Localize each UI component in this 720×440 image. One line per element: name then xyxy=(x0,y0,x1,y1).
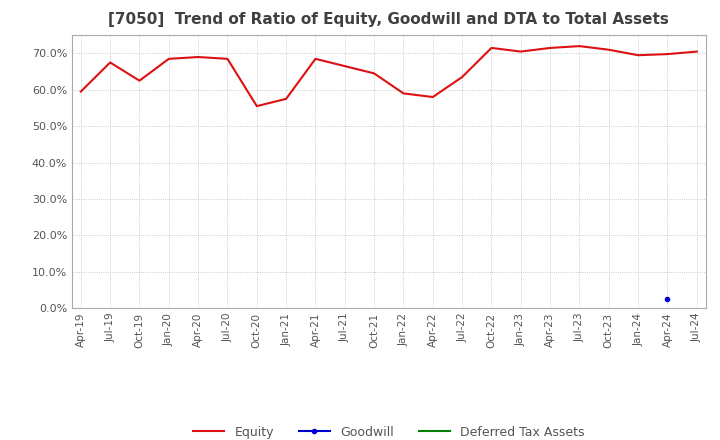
Equity xyxy=(663,51,672,57)
Equity xyxy=(164,56,173,62)
Equity xyxy=(253,103,261,109)
Title: [7050]  Trend of Ratio of Equity, Goodwill and DTA to Total Assets: [7050] Trend of Ratio of Equity, Goodwil… xyxy=(109,12,669,27)
Equity xyxy=(634,52,642,58)
Equity xyxy=(282,96,290,102)
Equity xyxy=(370,71,379,76)
Equity xyxy=(605,47,613,52)
Equity xyxy=(194,55,202,60)
Equity xyxy=(106,60,114,65)
Equity xyxy=(76,89,85,94)
Legend: Equity, Goodwill, Deferred Tax Assets: Equity, Goodwill, Deferred Tax Assets xyxy=(188,421,590,440)
Equity xyxy=(458,74,467,80)
Goodwill xyxy=(663,296,672,301)
Equity xyxy=(311,56,320,62)
Equity xyxy=(399,91,408,96)
Equity xyxy=(516,49,525,54)
Equity xyxy=(546,45,554,51)
Equity xyxy=(428,95,437,100)
Equity xyxy=(487,45,496,51)
Equity xyxy=(341,63,349,69)
Equity xyxy=(693,49,701,54)
Line: Equity: Equity xyxy=(81,46,697,106)
Equity xyxy=(575,44,584,49)
Line: Goodwill: Goodwill xyxy=(665,297,670,301)
Equity xyxy=(223,56,232,62)
Equity xyxy=(135,78,144,83)
